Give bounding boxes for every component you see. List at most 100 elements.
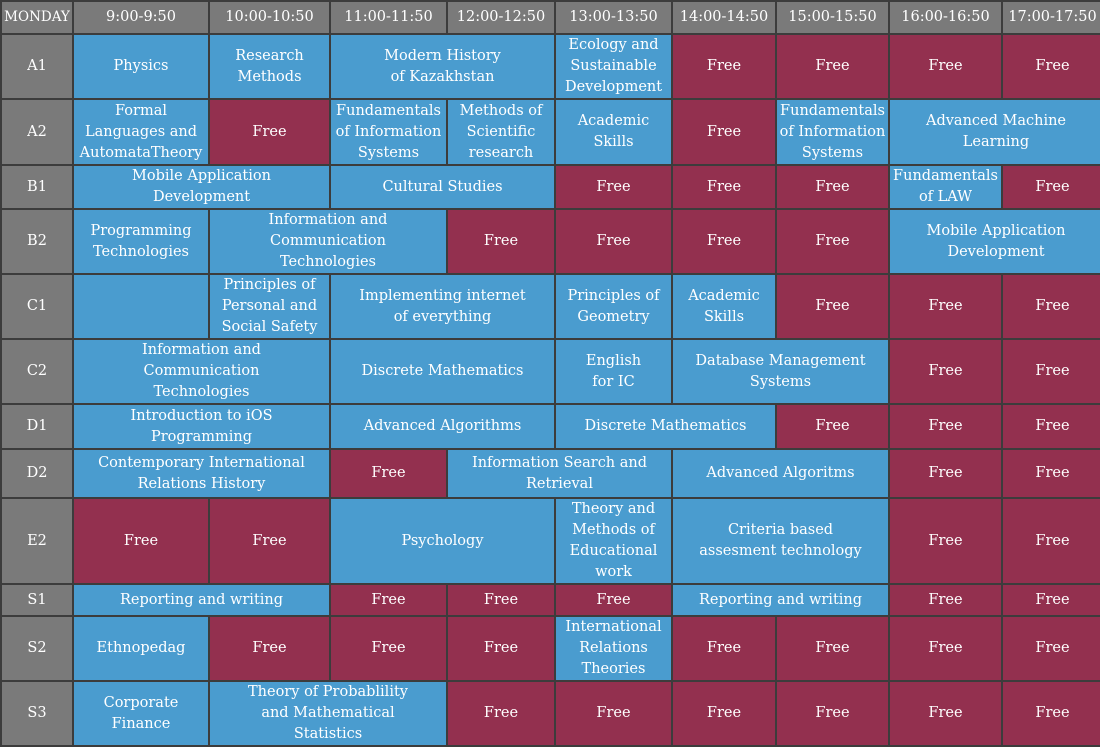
free-slot-cell: Free — [210, 499, 329, 583]
lesson-cell: Ecology and Sustainable Development — [556, 35, 671, 98]
lesson-label: Research Methods — [235, 47, 304, 85]
free-slot-cell: Free — [1003, 166, 1100, 208]
lesson-label: Corporate Finance — [103, 694, 179, 732]
lesson-label: International Relations Theories — [565, 619, 662, 677]
room-label: C2 — [2, 340, 72, 403]
free-label: Free — [1035, 58, 1070, 74]
lesson-label: Advanced Machine Learning — [925, 113, 1067, 150]
time-slot-header: 9:00-9:50 — [74, 2, 208, 33]
lesson-cell: Principles of Geometry — [556, 275, 671, 338]
lesson-label: Discrete Mathematics — [584, 418, 747, 434]
lesson-label: Theory of Probablility and Mathematical St… — [248, 684, 408, 742]
free-label: Free — [928, 640, 963, 656]
lesson-cell: Introduction to iOS Programming — [74, 405, 329, 448]
lesson-cell: Advanced Algorithms — [331, 405, 554, 448]
free-label: Free — [1035, 591, 1070, 608]
table-row: D2 Contemporary International Relations Hi… — [2, 450, 1100, 497]
lesson-cell: Information Search and Retrieval — [448, 450, 671, 497]
lesson-cell: Discrete Mathematics — [556, 405, 775, 448]
room-label: D2 — [2, 450, 72, 497]
free-slot-cell: Free — [777, 275, 888, 338]
lesson-label: Cultural Studies — [382, 178, 503, 195]
lesson-label: Implementing internet of everything — [359, 287, 526, 325]
lesson-label: Ethnopedag — [96, 640, 186, 656]
free-label: Free — [815, 418, 850, 434]
table-row: C2 Information and Communication Technologi… — [2, 340, 1100, 403]
free-label: Free — [928, 298, 963, 314]
lesson-label: Introduction to iOS Programming — [130, 407, 273, 445]
table-row: B2 Programming Technologies Information and… — [2, 210, 1100, 273]
lesson-label: Principles of Geometry — [567, 287, 660, 325]
free-slot-cell: Free — [1003, 275, 1100, 338]
free-label: Free — [596, 178, 631, 195]
free-slot-cell: Free — [210, 617, 329, 680]
time-slot-header: 10:00-10:50 — [210, 2, 329, 33]
free-slot-cell: Free — [890, 405, 1001, 448]
lesson-cell: Cultural Studies — [331, 166, 554, 208]
lesson-label: Information and Communication Technologies — [268, 212, 388, 270]
lesson-cell — [74, 275, 208, 338]
lesson-cell: Database Management Systems — [673, 340, 888, 403]
free-label: Free — [252, 123, 287, 140]
room-label: A2 — [2, 100, 72, 164]
free-label: Free — [706, 705, 742, 721]
lesson-cell: Fundamentals of Information Systems — [331, 100, 446, 164]
free-slot-cell: Free — [556, 585, 671, 615]
free-label: Free — [596, 705, 631, 721]
lesson-label: Academic Skills — [688, 287, 760, 325]
free-slot-cell: Free — [1003, 35, 1100, 98]
room-label: B1 — [2, 166, 72, 208]
lesson-cell: Academic Skills — [556, 100, 671, 164]
free-slot-cell: Free — [673, 682, 775, 745]
lesson-cell: Formal Languages and AutomataTheory — [74, 100, 208, 164]
lesson-label: Physics — [113, 58, 169, 74]
time-slot-header: 11:00-11:50 — [331, 2, 446, 33]
free-slot-cell: Free — [1003, 340, 1100, 403]
lesson-cell: Theory of Probablility and Mathematical St… — [210, 682, 446, 745]
free-slot-cell: Free — [890, 585, 1001, 615]
time-slot-header: 16:00-16:50 — [890, 2, 1001, 33]
free-slot-cell: Free — [890, 450, 1001, 497]
free-label: Free — [815, 58, 850, 74]
free-label: Free — [483, 233, 519, 249]
day-header: MONDAY — [2, 2, 72, 33]
free-label: Free — [706, 58, 742, 74]
free-label: Free — [928, 465, 963, 481]
free-label: Free — [928, 363, 963, 379]
table-row: E2 Free Free Psychology Theory and Methods of… — [2, 499, 1100, 583]
free-label: Free — [928, 58, 963, 74]
free-label: Free — [928, 418, 963, 434]
lesson-cell: English for IC — [556, 340, 671, 403]
free-label: Free — [483, 640, 519, 656]
free-slot-cell: Free — [777, 210, 888, 273]
lesson-cell: Research Methods — [210, 35, 329, 98]
lesson-label: Advanced Algoritms — [706, 465, 855, 481]
lesson-label: Reporting and writing — [119, 591, 284, 608]
table-row: A1 Physics Research Methods Modern History of… — [2, 35, 1100, 98]
free-slot-cell: Free — [556, 210, 671, 273]
lesson-cell: Psychology — [331, 499, 554, 583]
table-row: S3 Corporate Finance Theory of Probablility… — [2, 682, 1100, 745]
free-slot-cell: Free — [210, 100, 329, 164]
lesson-cell: Physics — [74, 35, 208, 98]
free-label: Free — [815, 298, 850, 314]
lesson-cell: Contemporary International Relations Hist… — [74, 450, 329, 497]
lesson-label: Fundamentals of Information Systems — [335, 102, 442, 161]
lesson-cell: Advanced Machine Learning — [890, 100, 1100, 164]
lesson-label: Academic Skills — [577, 113, 650, 150]
lesson-cell: Theory and Methods of Educational work — [556, 499, 671, 583]
free-slot-cell: Free — [1003, 585, 1100, 615]
lesson-cell: Information and Communication Technologies — [74, 340, 329, 403]
free-slot-cell: Free — [890, 682, 1001, 745]
lesson-label: Methods of Scientific research — [459, 102, 543, 161]
free-label: Free — [123, 532, 159, 549]
free-label: Free — [928, 705, 963, 721]
table-row: B1 Mobile Application Development Cultural … — [2, 166, 1100, 208]
table-row: S2 Ethnopedag Free Free Free International Rel… — [2, 617, 1100, 680]
free-label: Free — [252, 640, 287, 656]
free-label: Free — [1035, 418, 1070, 434]
free-slot-cell: Free — [777, 35, 888, 98]
lesson-label: Formal Languages and AutomataTheory — [79, 102, 203, 161]
free-label: Free — [1035, 363, 1070, 379]
